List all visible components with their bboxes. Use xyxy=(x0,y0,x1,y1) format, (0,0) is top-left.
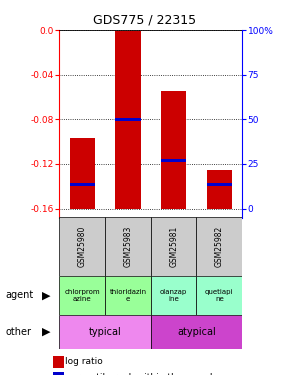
Bar xyxy=(207,170,232,208)
Bar xyxy=(197,217,242,276)
Text: atypical: atypical xyxy=(177,327,216,337)
Bar xyxy=(115,31,141,208)
Bar xyxy=(59,276,105,315)
Bar xyxy=(151,315,242,349)
Text: GSM25982: GSM25982 xyxy=(215,226,224,267)
Bar xyxy=(70,183,95,186)
Bar xyxy=(115,118,141,121)
Bar xyxy=(151,276,196,315)
Text: ▶: ▶ xyxy=(42,327,51,337)
Text: percentile rank within the sample: percentile rank within the sample xyxy=(65,373,218,375)
Bar xyxy=(161,92,186,208)
Text: typical: typical xyxy=(89,327,122,337)
Bar xyxy=(53,372,64,375)
Text: GSM25981: GSM25981 xyxy=(169,226,178,267)
Bar xyxy=(59,315,151,349)
Text: thioridazin
e: thioridazin e xyxy=(109,289,146,302)
Bar xyxy=(207,183,232,186)
Bar xyxy=(105,217,151,276)
Text: agent: agent xyxy=(6,290,34,300)
Text: GDS775 / 22315: GDS775 / 22315 xyxy=(93,13,197,26)
Bar xyxy=(53,356,64,368)
Bar xyxy=(197,276,242,315)
Text: quetiapi
ne: quetiapi ne xyxy=(205,289,233,302)
Text: ▶: ▶ xyxy=(42,290,51,300)
Bar xyxy=(105,276,151,315)
Text: olanzap
ine: olanzap ine xyxy=(160,289,187,302)
Bar xyxy=(59,217,105,276)
Text: log ratio: log ratio xyxy=(65,357,103,366)
Bar xyxy=(151,217,196,276)
Text: chlorprom
azine: chlorprom azine xyxy=(64,289,100,302)
Bar xyxy=(161,159,186,162)
Text: other: other xyxy=(6,327,32,337)
Bar xyxy=(70,138,95,208)
Text: GSM25983: GSM25983 xyxy=(124,226,133,267)
Text: GSM25980: GSM25980 xyxy=(78,226,87,267)
